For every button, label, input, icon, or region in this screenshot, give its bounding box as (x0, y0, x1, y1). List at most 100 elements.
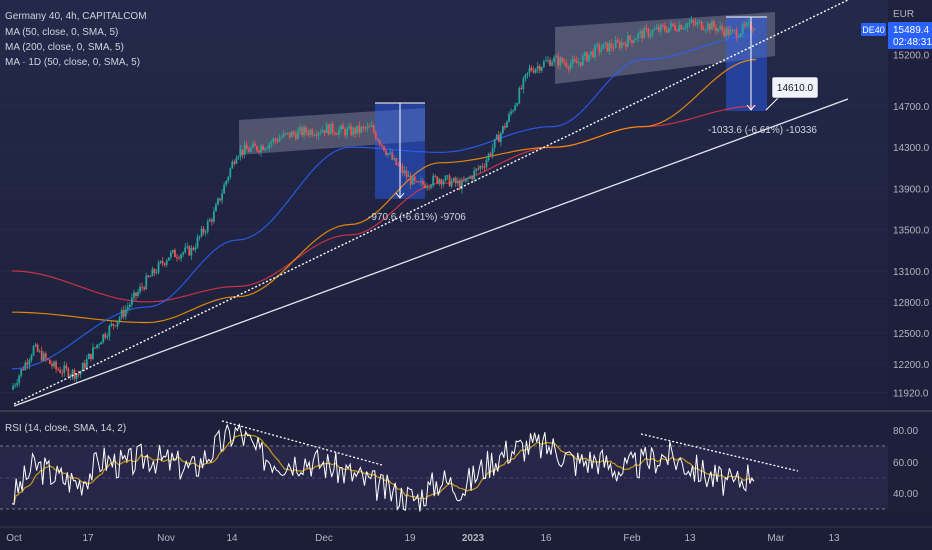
candle[interactable] (16, 383, 19, 385)
ma1d-legend[interactable]: MA · 1D (50, close, 0, SMA, 5) (5, 57, 140, 68)
candle[interactable] (442, 181, 445, 185)
candle[interactable] (463, 180, 465, 182)
candle[interactable] (157, 262, 160, 273)
candle[interactable] (301, 127, 303, 136)
candle[interactable] (325, 124, 328, 134)
candle[interactable] (372, 125, 375, 133)
candle[interactable] (754, 28, 756, 30)
candle[interactable] (69, 375, 72, 378)
candle[interactable] (692, 20, 695, 23)
candle[interactable] (545, 60, 547, 62)
candle[interactable] (639, 31, 642, 34)
rsi-legend[interactable]: RSI (14, close, SMA, 14, 2) (5, 423, 126, 434)
candle[interactable] (413, 176, 416, 181)
candle[interactable] (747, 22, 750, 24)
candle[interactable] (219, 198, 221, 201)
candle[interactable] (360, 127, 363, 133)
candle[interactable] (649, 34, 652, 37)
candle[interactable] (567, 66, 570, 69)
candle[interactable] (395, 158, 398, 166)
candle[interactable] (711, 21, 713, 30)
candle[interactable] (647, 28, 650, 37)
candle[interactable] (71, 369, 74, 376)
candle[interactable] (376, 138, 379, 141)
candle[interactable] (624, 43, 627, 47)
candle[interactable] (147, 275, 150, 277)
candle[interactable] (379, 140, 381, 145)
candle[interactable] (338, 129, 340, 135)
candle[interactable] (182, 252, 185, 255)
candle[interactable] (12, 385, 14, 390)
candle[interactable] (278, 138, 281, 142)
candle[interactable] (524, 74, 527, 79)
candle[interactable] (253, 143, 256, 147)
candle[interactable] (307, 132, 310, 135)
candle[interactable] (493, 139, 496, 149)
candle[interactable] (317, 132, 320, 136)
candle[interactable] (721, 26, 724, 31)
candle[interactable] (323, 130, 326, 134)
time-axis[interactable]: Oct 17 Nov 14 Dec 19 2023 16 Feb 13 Mar 13 (6, 533, 840, 544)
candle[interactable] (450, 181, 453, 187)
candle[interactable] (661, 24, 664, 27)
candle[interactable] (36, 344, 39, 352)
candle[interactable] (268, 143, 271, 148)
candle[interactable] (727, 28, 730, 36)
candle[interactable] (667, 27, 670, 33)
candle[interactable] (346, 128, 349, 136)
candle[interactable] (497, 134, 500, 142)
candle[interactable] (137, 291, 139, 296)
candle[interactable] (57, 368, 60, 370)
candle[interactable] (262, 145, 264, 150)
candle[interactable] (87, 353, 90, 360)
candle[interactable] (620, 42, 623, 49)
candle[interactable] (508, 113, 510, 122)
candle[interactable] (233, 161, 236, 164)
candle[interactable] (581, 56, 584, 66)
candle[interactable] (643, 27, 646, 39)
candle[interactable] (659, 24, 662, 32)
candle[interactable] (518, 88, 521, 104)
candle[interactable] (92, 347, 94, 360)
candle[interactable] (532, 70, 535, 73)
candle[interactable] (432, 175, 435, 186)
candle[interactable] (645, 27, 648, 29)
candle[interactable] (426, 186, 428, 188)
candle[interactable] (663, 26, 666, 31)
candle[interactable] (34, 344, 37, 347)
candle[interactable] (42, 353, 45, 361)
candle[interactable] (452, 177, 455, 182)
candle[interactable] (24, 362, 27, 371)
candle[interactable] (370, 125, 373, 127)
candle[interactable] (292, 132, 295, 135)
measure-box-2[interactable] (726, 17, 767, 111)
candle[interactable] (274, 138, 277, 141)
candle[interactable] (206, 221, 209, 232)
candle[interactable] (305, 127, 308, 133)
candle[interactable] (454, 177, 457, 184)
candle[interactable] (171, 250, 174, 253)
candle[interactable] (547, 59, 549, 61)
candle[interactable] (717, 28, 719, 32)
candle[interactable] (112, 323, 115, 326)
candle[interactable] (752, 29, 754, 31)
candle[interactable] (352, 127, 355, 136)
candle[interactable] (348, 126, 351, 129)
candle[interactable] (383, 145, 385, 151)
candle[interactable] (342, 125, 344, 130)
candle[interactable] (618, 41, 621, 49)
candle[interactable] (194, 247, 197, 250)
candle[interactable] (430, 185, 433, 188)
candle[interactable] (594, 45, 597, 58)
candle[interactable] (133, 292, 135, 298)
candle[interactable] (612, 47, 615, 49)
candle[interactable] (65, 365, 68, 369)
candle[interactable] (249, 147, 252, 152)
candle[interactable] (540, 67, 543, 71)
candle[interactable] (215, 204, 217, 212)
candle[interactable] (135, 292, 137, 296)
candle[interactable] (126, 307, 129, 310)
candle[interactable] (516, 103, 519, 106)
candle[interactable] (389, 152, 392, 154)
candle[interactable] (495, 134, 498, 140)
